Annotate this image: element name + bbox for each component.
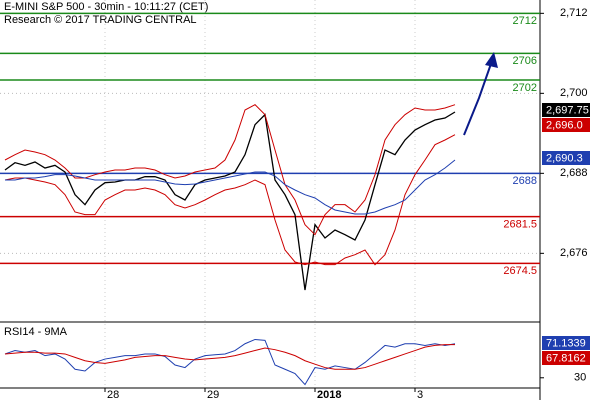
tag-box [542,351,590,365]
x-tick-label: 3 [417,389,423,400]
tag-text: 67.8162 [546,352,586,364]
tag-text: 2,690.3 [546,152,583,164]
series-line [4,134,456,266]
y-tick-label: 2,712 [560,7,588,19]
level-label: 2688 [513,175,537,187]
series-line [4,338,456,386]
y-tick-label: 2,700 [560,87,588,99]
level-label: 2706 [513,55,537,67]
tag-text: 2,697.75 [546,104,589,116]
level-label: 2712 [513,15,537,27]
tag-text: 2,696.0 [546,119,583,131]
level-label: 2702 [513,82,537,94]
tag-box [542,103,590,117]
tag-box [542,118,590,132]
chart-subtitle: Research © 2017 TRADING CENTRAL [4,14,197,26]
y-tick-label: 30 [574,372,586,384]
series-line [5,159,456,215]
arrow-head [485,52,498,68]
y-tick-label: 2,688 [560,167,588,179]
price-tag: 2,697.75 2,696.0 2,690.3 71.1339 67.8162 [542,103,590,365]
tag-box [542,151,590,165]
y-tick-label: 2,676 [560,247,588,259]
level-label: 2681.5 [503,219,537,231]
x-tick-label: 2018 [317,389,341,400]
series-line [4,111,456,291]
series-line [4,104,456,236]
tag-text: 71.1339 [546,337,586,349]
x-tick-label: 28 [107,389,119,400]
rsi-label: RSI14 - 9MA [4,326,68,338]
tag-box [542,336,590,350]
level-label: 2674.5 [503,265,537,277]
series-line [4,344,455,370]
arrow-line [463,57,494,136]
projection-arrow [463,52,498,136]
x-tick-label: 29 [207,389,219,400]
chart-title: E-MINI S&P 500 - 30min - 10:11:27 (CET) [4,1,208,13]
